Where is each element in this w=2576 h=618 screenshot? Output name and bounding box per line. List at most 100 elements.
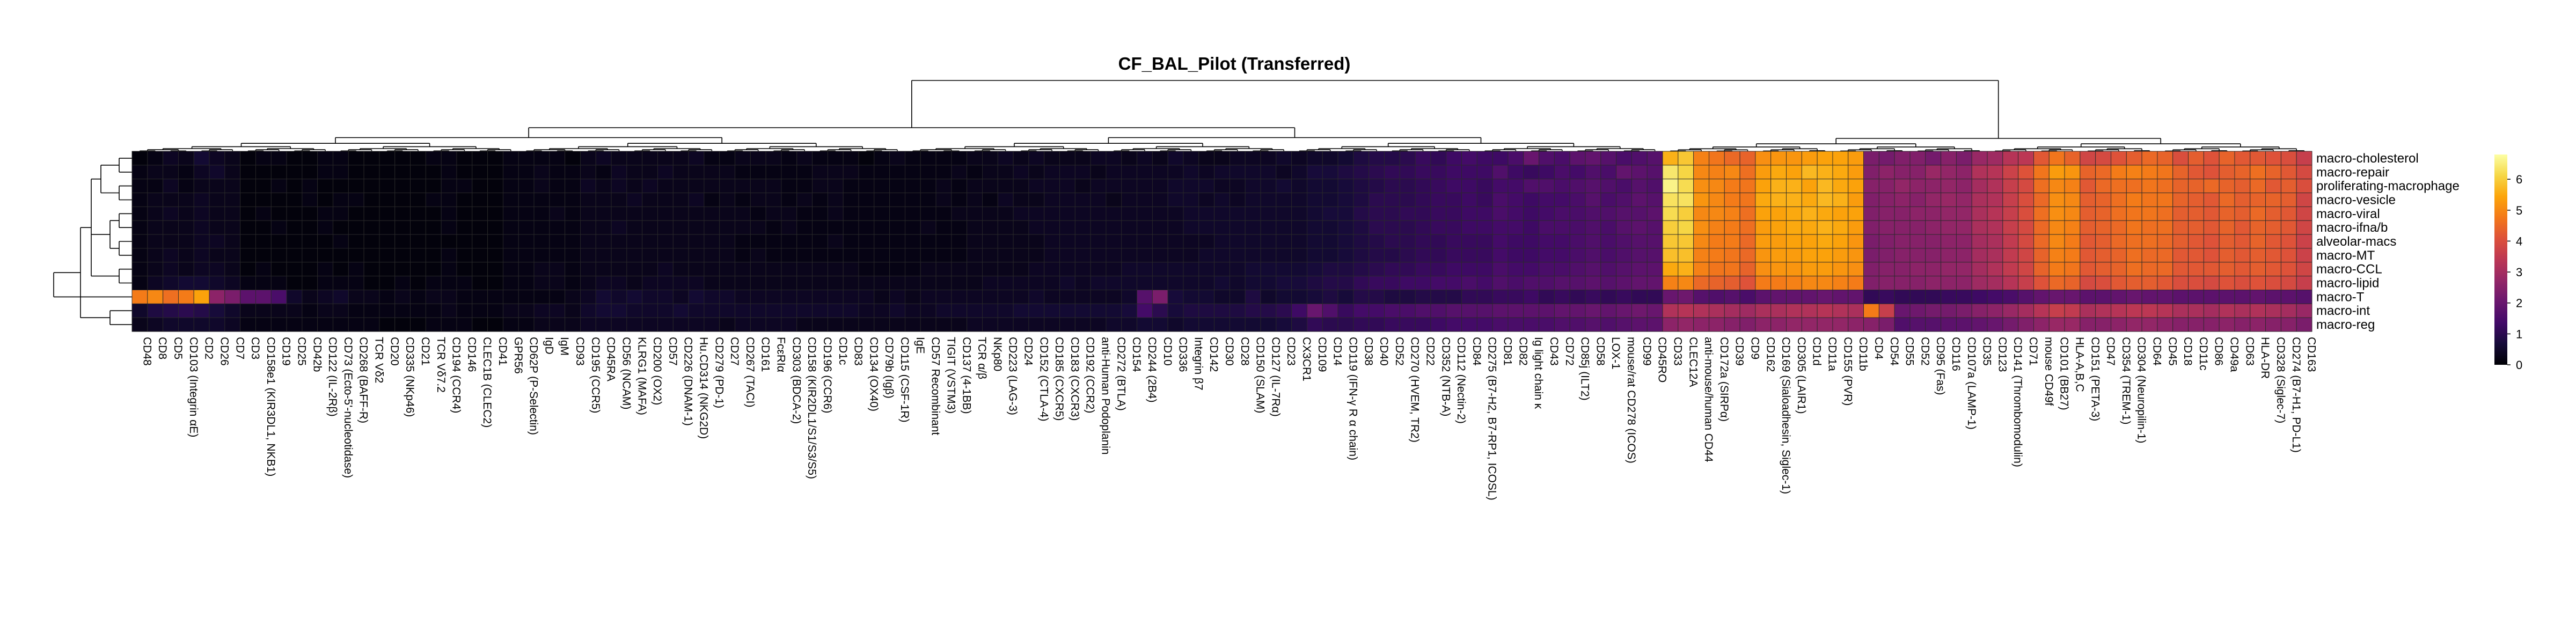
heatmap-cell — [1183, 248, 1199, 263]
heatmap-cell — [1291, 248, 1307, 263]
heatmap-cell — [224, 276, 241, 290]
heatmap-cell — [1878, 220, 1895, 235]
heatmap-cell — [1971, 206, 1988, 221]
heatmap-cell — [1693, 151, 1709, 166]
heatmap-cell — [565, 193, 581, 207]
heatmap-cell — [1616, 206, 1632, 221]
heatmap-cell — [2064, 206, 2081, 221]
heatmap-cell — [1276, 220, 1292, 235]
heatmap-cell — [255, 165, 272, 180]
heatmap-cell — [1214, 317, 1230, 332]
heatmap-cell — [1368, 248, 1385, 263]
heatmap-cell — [1554, 206, 1570, 221]
heatmap-cell — [1461, 234, 1477, 249]
heatmap-cell — [1817, 248, 1833, 263]
heatmap-cell — [920, 151, 936, 166]
heatmap-cell — [394, 303, 411, 318]
heatmap-cell — [1539, 303, 1555, 318]
heatmap-cell — [2203, 234, 2220, 249]
heatmap-cell — [1941, 317, 1957, 332]
heatmap-cell — [240, 276, 256, 290]
heatmap-cell — [1662, 151, 1679, 166]
heatmap-cell — [147, 317, 164, 332]
heatmap-cell — [456, 151, 473, 166]
heatmap-cell — [1492, 165, 1509, 180]
heatmap-cell — [456, 179, 473, 193]
heatmap-cell — [796, 179, 813, 193]
heatmap-cell — [796, 262, 813, 277]
heatmap-cell — [1987, 179, 2003, 193]
heatmap-cell — [193, 276, 210, 290]
heatmap-cell — [2126, 165, 2142, 180]
heatmap-cell — [348, 193, 364, 207]
heatmap-cell — [224, 317, 241, 332]
heatmap-cell — [1291, 317, 1307, 332]
heatmap-cell — [302, 193, 318, 207]
heatmap-cell — [2048, 276, 2065, 290]
heatmap-cell — [982, 179, 998, 193]
heatmap-cell — [1863, 262, 1879, 277]
heatmap-cell — [827, 290, 844, 304]
heatmap-cell — [688, 248, 705, 263]
heatmap-cell — [672, 206, 689, 221]
heatmap-cell — [1600, 262, 1617, 277]
column-label: TCR α/β — [976, 337, 988, 379]
heatmap-cell — [858, 179, 875, 193]
heatmap-cell — [997, 206, 1014, 221]
column-label: CD47 — [2104, 337, 2117, 366]
heatmap-cell — [1306, 276, 1323, 290]
heatmap-cell — [1399, 165, 1416, 180]
heatmap-cell — [1399, 303, 1416, 318]
heatmap-cell — [858, 317, 875, 332]
heatmap-cell — [1539, 262, 1555, 277]
column-label: CD196 (CCR6) — [821, 337, 833, 413]
heatmap-cell — [997, 165, 1014, 180]
heatmap-cell — [410, 151, 426, 166]
heatmap-cell — [1291, 234, 1307, 249]
heatmap-cell — [456, 234, 473, 249]
heatmap-cell — [1507, 193, 1524, 207]
heatmap-cell — [874, 206, 890, 221]
heatmap-cell — [735, 276, 751, 290]
heatmap-cell — [2203, 151, 2220, 166]
heatmap-cell — [1646, 193, 1663, 207]
heatmap-cell — [1368, 317, 1385, 332]
heatmap-cell — [1476, 206, 1493, 221]
heatmap-cell — [611, 206, 627, 221]
heatmap-cell — [1446, 262, 1462, 277]
heatmap-cell — [147, 276, 164, 290]
heatmap-cell — [2250, 165, 2266, 180]
heatmap-cell — [827, 234, 844, 249]
heatmap-cell — [2095, 290, 2111, 304]
heatmap-cell — [1121, 193, 1137, 207]
heatmap-cell — [255, 290, 272, 304]
heatmap-cell — [611, 151, 627, 166]
heatmap-cell — [1167, 193, 1184, 207]
heatmap-cell — [1013, 303, 1029, 318]
heatmap-cell — [1523, 193, 1540, 207]
heatmap-cell — [1600, 317, 1617, 332]
heatmap-cell — [2157, 248, 2174, 263]
heatmap-cell — [1059, 220, 1075, 235]
heatmap-cell — [2234, 276, 2251, 290]
heatmap-cell — [1059, 234, 1075, 249]
column-label: CD45RA — [605, 337, 617, 381]
heatmap-cell — [1770, 165, 1787, 180]
column-label: CD45 — [2166, 337, 2178, 366]
heatmap-cell — [1817, 303, 1833, 318]
heatmap-cell — [410, 220, 426, 235]
heatmap-cell — [750, 276, 766, 290]
column-label: CD274 (B7-H1, PD-L1) — [2290, 337, 2302, 453]
heatmap-cell — [1059, 317, 1075, 332]
heatmap-cell — [518, 234, 535, 249]
heatmap-cell — [1786, 234, 1802, 249]
heatmap-cell — [1214, 193, 1230, 207]
heatmap-cell — [2265, 234, 2281, 249]
heatmap-cell — [1600, 290, 1617, 304]
heatmap-cell — [642, 276, 658, 290]
heatmap-cell — [224, 290, 241, 304]
heatmap-cell — [1678, 165, 1694, 180]
heatmap-cell — [1693, 234, 1709, 249]
heatmap-cell — [1554, 290, 1570, 304]
heatmap-cell — [1415, 220, 1431, 235]
